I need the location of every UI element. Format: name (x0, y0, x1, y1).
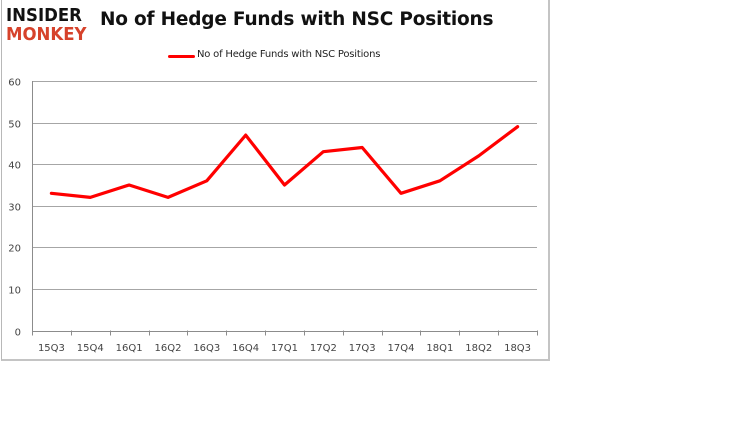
x-tick-label: 16Q4 (232, 343, 259, 354)
x-tick-label: 18Q3 (504, 343, 531, 354)
insider-monkey-logo: INSIDER MONKEY (6, 6, 98, 48)
x-axis: 15Q3 15Q4 16Q1 16Q2 16Q3 16Q4 17Q1 17Q2 17Q3 17Q4… (32, 330, 538, 354)
y-tick-label: 60 (8, 78, 21, 89)
data-series (49, 125, 520, 199)
chart-title: No of Hedge Funds with NSC Positions (100, 9, 494, 30)
x-tick-label: 18Q2 (465, 343, 492, 354)
x-tick-label: 16Q2 (154, 343, 181, 354)
x-tick-label: 15Q4 (77, 343, 104, 354)
x-tick-label: 17Q3 (349, 343, 376, 354)
y-tick-label: 20 (8, 244, 21, 255)
y-axis: 0 10 20 30 40 50 60 (8, 78, 33, 339)
legend-line-swatch-icon (168, 55, 195, 58)
series-line (49, 125, 520, 199)
y-tick-label: 0 (15, 328, 21, 339)
y-tick-label: 10 (8, 286, 21, 297)
logo-line-monkey: MONKEY (6, 24, 87, 45)
x-tick-label: 15Q3 (38, 343, 65, 354)
x-tick-label: 17Q1 (271, 343, 298, 354)
x-tick-label: 18Q1 (426, 343, 453, 354)
y-tick-label: 40 (8, 161, 21, 172)
x-tick-label: 17Q4 (388, 343, 415, 354)
legend-label: No of Hedge Funds with NSC Positions (197, 49, 381, 60)
chart-frame (1, 0, 550, 361)
x-tick-label: 17Q2 (310, 343, 337, 354)
y-tick-label: 50 (8, 120, 21, 131)
logo-line-insider: INSIDER (6, 5, 82, 26)
y-tick-label: 30 (8, 203, 21, 214)
gridlines (32, 81, 537, 332)
x-tick-label: 16Q1 (116, 343, 143, 354)
x-tick-label: 16Q3 (193, 343, 220, 354)
